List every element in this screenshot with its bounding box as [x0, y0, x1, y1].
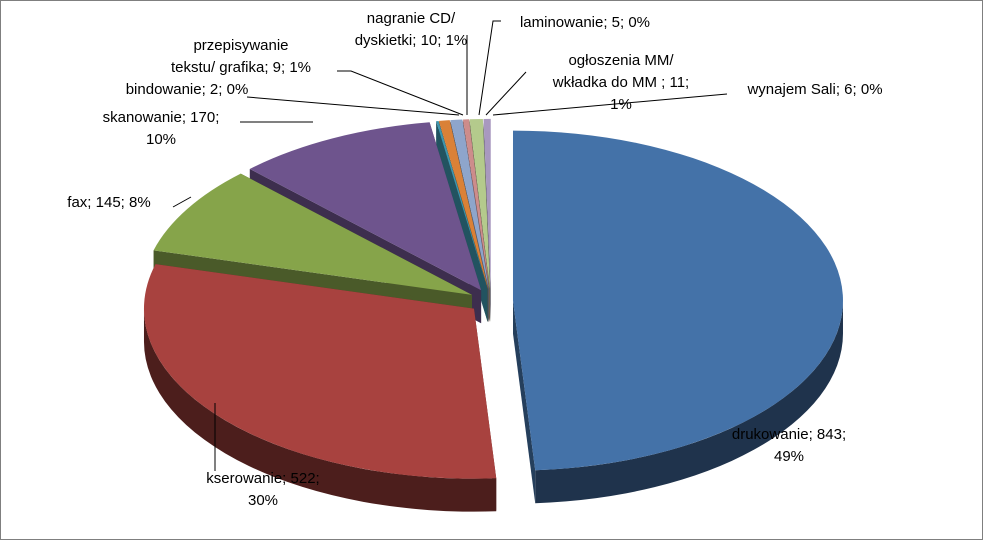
slices-layer [143, 118, 843, 512]
slice-outer-wall [535, 300, 843, 504]
slice-top [450, 119, 489, 289]
leader-line-fax [172, 196, 192, 208]
data-label-line: skanowanie; 170; [103, 109, 220, 126]
slice-top [153, 173, 473, 295]
data-label-line: przepisywanie [193, 37, 288, 54]
data-label-laminowanie: laminowanie; 5; 0% [520, 14, 650, 31]
data-label-fax: fax; 145; 8% [67, 194, 150, 211]
data-label-line: tekstu/ grafika; 9; 1% [171, 59, 311, 76]
slice-top [512, 130, 843, 471]
slice-top [143, 264, 497, 479]
data-label-ogloszenia-mm-wkladka-do-mm: ogłoszenia MM/wkładka do MM ; 11; 1% [552, 52, 689, 113]
data-label-wynajem-sali: wynajem Sali; 6; 0% [746, 81, 882, 98]
data-label-line: wynajem Sali; 6; 0% [746, 81, 882, 98]
data-label-line: nagranie CD/ [367, 10, 456, 27]
data-label-kserowanie: kserowanie; 522; 30% [206, 470, 319, 509]
slice-side-wall [512, 300, 536, 504]
data-label-line: dyskietki; 10; 1% [355, 32, 468, 49]
slice-outer-wall [143, 308, 497, 512]
data-label-line: bindowanie; 2; 0% [126, 81, 249, 98]
data-label-line: kserowanie; 522; [206, 470, 319, 487]
data-label-nagranie-cd-dyskietki: nagranie CD/dyskietki; 10; 1% [355, 10, 468, 49]
data-label-przepisywanie-tekstu-grafika: przepisywanie tekstu/ grafika; 9; 1% [171, 37, 311, 76]
data-label-line: 1% [610, 96, 632, 113]
slice-drukowanie [512, 130, 843, 504]
data-label-line: 49% [774, 448, 804, 465]
leader-lines [172, 20, 728, 471]
slice-top [249, 122, 482, 291]
slice-top [436, 120, 488, 290]
data-label-line: 30% [248, 492, 278, 509]
data-label-bindowanie: bindowanie; 2; 0% [126, 81, 249, 98]
leader-line-laminowanie [478, 20, 501, 116]
data-label-line: fax; 145; 8% [67, 194, 150, 211]
data-label-skanowanie: skanowanie; 170; 10% [103, 109, 220, 148]
data-labels: drukowanie; 843; 49% kserowanie; 522; 30% fa… [67, 10, 882, 509]
leader-line-ogloszenia-mm-wkladka-do-mm [485, 71, 527, 116]
slice-top [469, 118, 491, 289]
leader-line-bindowanie [246, 96, 460, 116]
slice-top [462, 119, 490, 289]
data-label-line: drukowanie; 843; [732, 426, 846, 443]
slice-kserowanie [143, 264, 497, 512]
leader-line-przepisywanie-tekstu-grafika [337, 70, 464, 116]
data-label-drukowanie: drukowanie; 843; 49% [732, 426, 846, 465]
data-label-line: ogłoszenia MM/ [568, 52, 674, 69]
leader-line-wynajem-sali [492, 93, 728, 116]
slice-top [438, 120, 489, 290]
data-label-line: 10% [146, 131, 176, 148]
data-label-line: wkładka do MM ; 11; [552, 74, 689, 91]
slice-top [483, 118, 491, 289]
data-label-line: laminowanie; 5; 0% [520, 14, 650, 31]
